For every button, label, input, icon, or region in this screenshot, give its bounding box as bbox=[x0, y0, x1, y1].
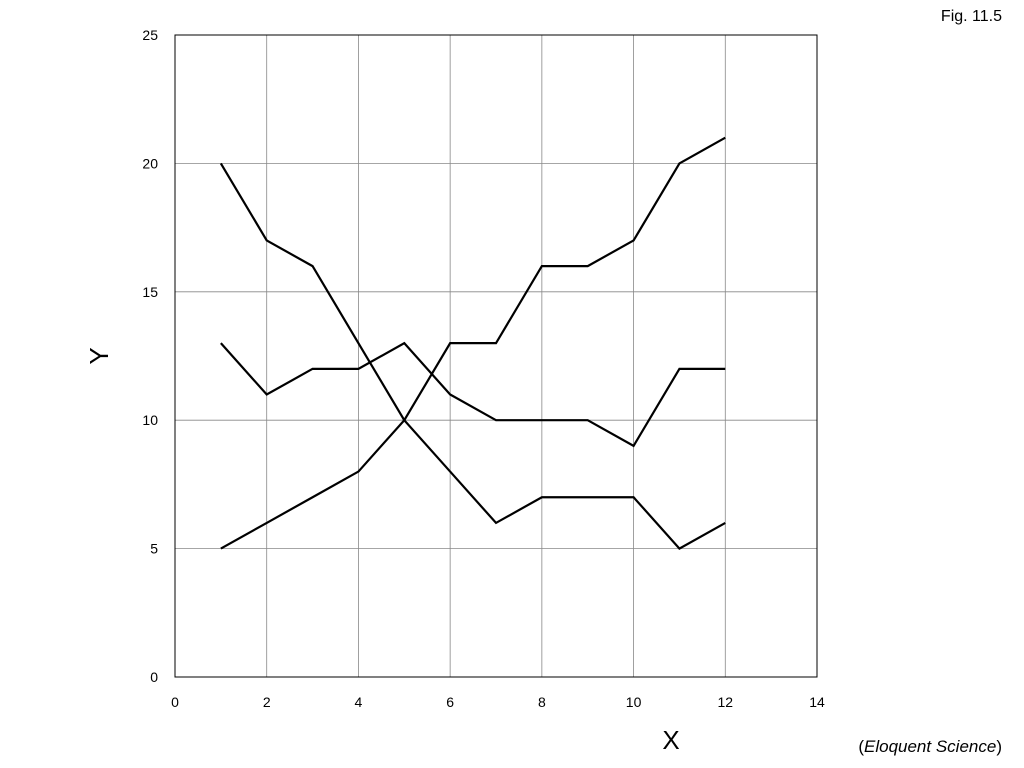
credit-source: Eloquent Science bbox=[864, 737, 997, 756]
y-axis-title: Y bbox=[84, 347, 114, 364]
y-tick-label: 10 bbox=[142, 412, 158, 428]
y-tick-label: 25 bbox=[142, 27, 158, 43]
credit-open-paren: ( bbox=[858, 737, 864, 756]
y-tick-label: 5 bbox=[150, 541, 158, 557]
credit-close-paren: ) bbox=[996, 737, 1002, 756]
plot-frame bbox=[174, 34, 818, 678]
x-tick-label: 0 bbox=[171, 694, 179, 710]
series-line-2 bbox=[220, 341, 726, 448]
source-credit: (Eloquent Science) bbox=[858, 737, 1002, 757]
x-tick-label: 4 bbox=[355, 694, 363, 710]
series-lines bbox=[219, 136, 726, 550]
y-tick-label: 0 bbox=[150, 669, 158, 685]
x-tick-label: 12 bbox=[717, 694, 733, 710]
series-line-1 bbox=[219, 162, 726, 550]
x-tick-label: 14 bbox=[809, 694, 825, 710]
x-tick-labels: 0 2 4 6 8 10 12 14 bbox=[171, 694, 825, 710]
x-tick-label: 6 bbox=[446, 694, 454, 710]
series-line-3 bbox=[220, 136, 726, 550]
figure-label: Fig. 11.5 bbox=[940, 8, 1002, 25]
y-tick-label: 20 bbox=[142, 155, 158, 171]
x-axis-title: X bbox=[662, 725, 679, 755]
x-tick-label: 8 bbox=[538, 694, 546, 710]
y-tick-label: 15 bbox=[142, 284, 158, 300]
y-tick-labels: 0 5 10 15 20 25 bbox=[142, 27, 158, 685]
x-tick-label: 10 bbox=[626, 694, 642, 710]
x-tick-label: 2 bbox=[263, 694, 271, 710]
grid-lines bbox=[175, 35, 817, 677]
